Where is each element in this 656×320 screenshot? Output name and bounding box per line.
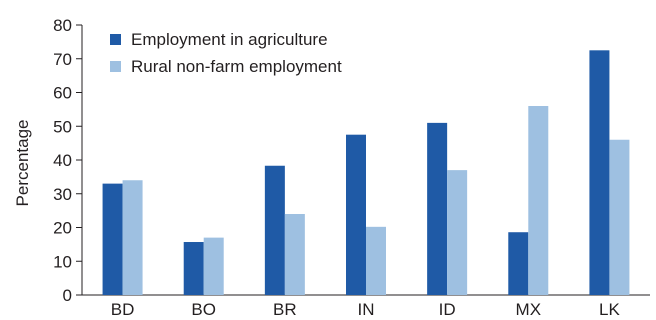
y-tick-label: 70 <box>53 50 72 69</box>
y-tick-label: 0 <box>63 286 72 305</box>
bar-agriculture-bo <box>183 242 204 295</box>
legend-label: Employment in agriculture <box>131 30 328 49</box>
x-tick-label: ID <box>439 300 456 319</box>
y-tick-label: 20 <box>53 219 72 238</box>
x-axis: BD BO BR IN ID MX LK <box>82 294 650 319</box>
bar-rural-non-farm-br <box>284 214 305 295</box>
legend: Employment in agriculture Rural non-farm … <box>110 30 342 76</box>
bar-agriculture-id <box>427 122 448 295</box>
bar-rural-non-farm-bd <box>122 180 143 295</box>
y-tick-label: 10 <box>53 252 72 271</box>
bar-rural-non-farm-id <box>447 170 468 295</box>
legend-label: Rural non-farm employment <box>131 57 342 76</box>
y-tick-label: 40 <box>53 151 72 170</box>
x-tick-label: BD <box>111 300 135 319</box>
y-axis: 0 10 20 30 40 50 60 70 80 <box>53 16 83 305</box>
bar-rural-non-farm-bo <box>203 237 224 295</box>
bar-rural-non-farm-in <box>366 226 386 295</box>
bar-agriculture-lk <box>589 50 610 295</box>
x-tick-label: BO <box>191 300 216 319</box>
bar-rural-non-farm-lk <box>609 139 630 295</box>
y-axis-title: Percentage <box>13 120 32 207</box>
x-tick-label: LK <box>599 300 620 319</box>
y-tick-label: 80 <box>53 16 72 35</box>
bar-rural-non-farm-mx <box>528 106 549 295</box>
bar-agriculture-mx <box>508 232 529 295</box>
y-tick-label: 50 <box>53 117 72 136</box>
legend-swatch <box>110 61 121 72</box>
x-tick-label: MX <box>516 300 542 319</box>
bar-agriculture-bd <box>102 183 123 295</box>
legend-swatch <box>110 34 121 45</box>
x-tick-label: BR <box>273 300 297 319</box>
x-tick-label: IN <box>358 300 375 319</box>
bar-agriculture-br <box>264 165 285 295</box>
y-tick-label: 30 <box>53 185 72 204</box>
y-tick-label: 60 <box>53 84 72 103</box>
bars <box>102 50 630 295</box>
bar-agriculture-in <box>346 134 366 295</box>
